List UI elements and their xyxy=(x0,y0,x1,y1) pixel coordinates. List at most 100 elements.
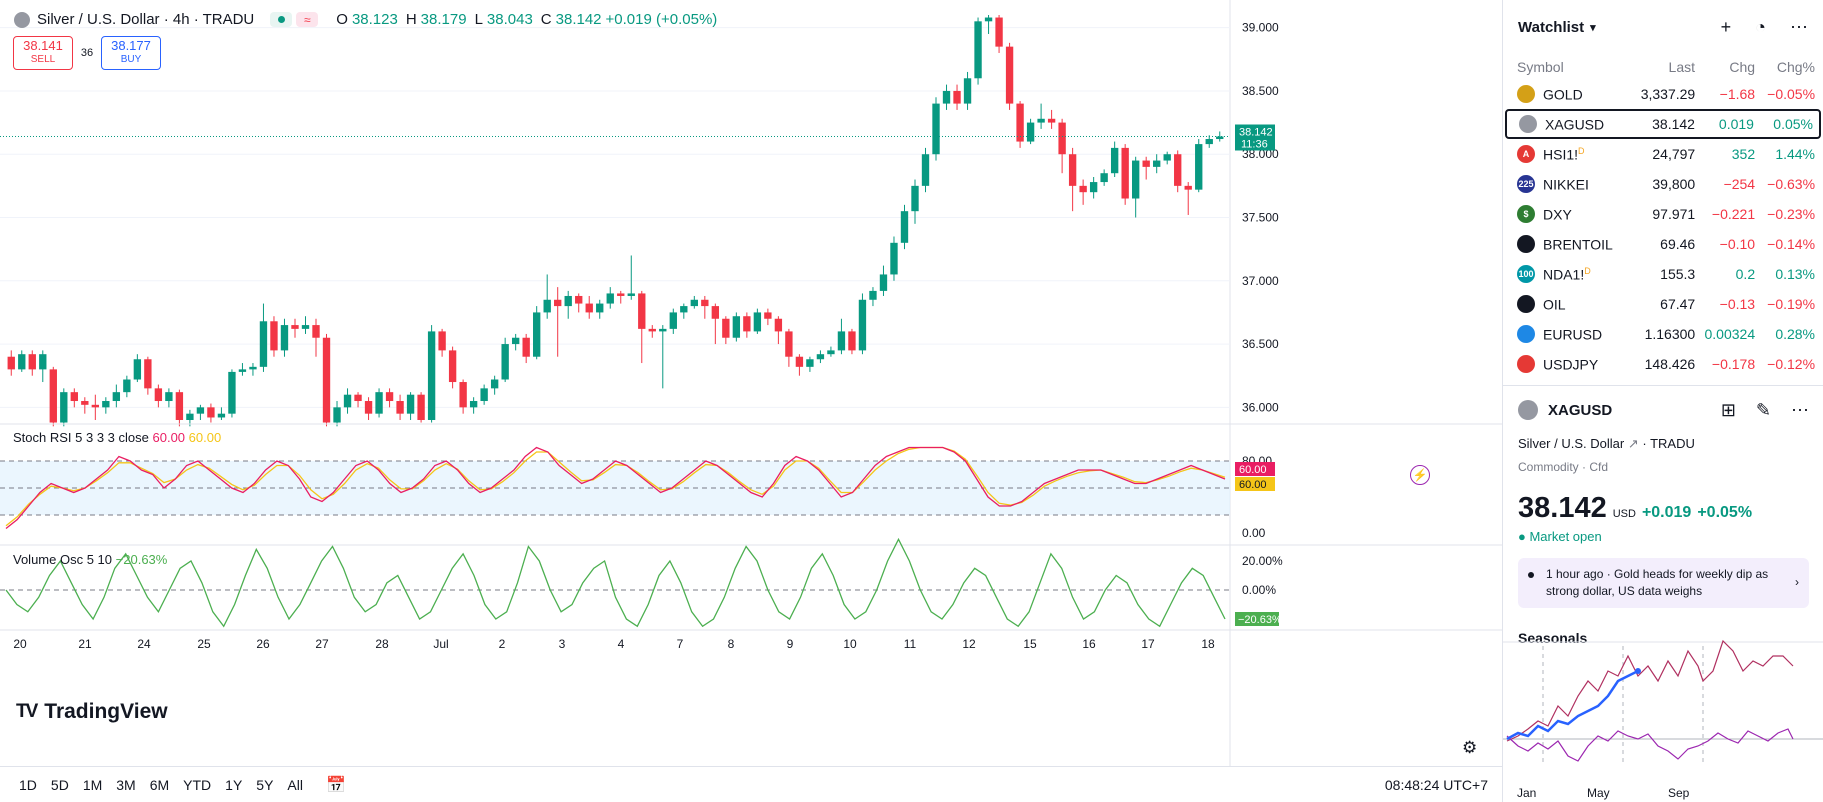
seasonals-month-may: May xyxy=(1587,786,1610,800)
detail-symbol[interactable]: XAGUSD xyxy=(1548,401,1613,419)
clock-add-icon[interactable]: ◔ xyxy=(1755,17,1766,37)
tradingview-logo[interactable]: TV TradingView xyxy=(16,700,168,724)
candle-body xyxy=(280,325,289,351)
gear-icon[interactable]: ⚙ xyxy=(1462,738,1478,757)
row-badge: D xyxy=(1578,145,1585,156)
candle-body xyxy=(795,356,804,367)
row-change-pct: 0.28% xyxy=(1775,326,1816,342)
range-1d[interactable]: 1D xyxy=(19,776,37,793)
range-3m[interactable]: 3M xyxy=(116,776,136,793)
stoch-rsi-legend[interactable]: Stoch RSI 5 3 3 3 close 60.00 60.00 xyxy=(13,430,221,445)
add-icon[interactable]: + xyxy=(1720,17,1732,37)
candle-body xyxy=(364,401,373,414)
watchlist-row-brentoil[interactable]: BRENTOIL 69.46 −0.10 −0.14% xyxy=(1503,229,1823,259)
row-change: −254 xyxy=(1723,176,1756,192)
watchlist-row-dxy[interactable]: $ DXY 97.971 −0.221 −0.23% xyxy=(1503,199,1823,229)
watchlist-row-hsi1[interactable]: A HSI1!D 24,797 352 1.44% xyxy=(1503,139,1823,169)
seasonals-chart[interactable] xyxy=(1503,621,1823,781)
candle-body xyxy=(774,318,783,332)
volume-osc-legend[interactable]: Volume Osc 5 10 −20.63% xyxy=(13,552,167,567)
candle-body xyxy=(806,359,814,367)
live-status-icon[interactable] xyxy=(270,12,293,27)
news-item[interactable]: 1 hour ago · Gold heads for weekly dip a… xyxy=(1518,558,1809,608)
row-symbol: NIKKEI xyxy=(1543,176,1625,192)
chart-area[interactable]: 39.000 38.500 38.000 37.500 37.000 36.500 36.0… xyxy=(0,0,1502,802)
price-change-pct: +0.05% xyxy=(1697,504,1753,521)
stoch-k-tag-label: 60.00 xyxy=(1239,464,1267,476)
description-text: Silver / U.S. Dollar xyxy=(1518,436,1625,451)
watchlist-row-usdjpy[interactable]: USDJPY 148.426 −0.178 −0.12% xyxy=(1503,349,1823,379)
external-link-icon[interactable]: ↗ xyxy=(1627,436,1639,451)
row-symbol: USDJPY xyxy=(1543,356,1625,372)
more-icon[interactable]: ⋯ xyxy=(1791,399,1809,420)
vol-tick-label: 20.00% xyxy=(1242,554,1283,568)
market-status-text: Market open xyxy=(1529,529,1602,544)
row-last: 67.47 xyxy=(1660,296,1696,312)
candle-body xyxy=(49,369,57,423)
price-chart[interactable]: 39.000 38.500 38.000 37.500 37.000 36.500 36.0… xyxy=(0,0,1502,766)
edit-icon[interactable]: ✎ xyxy=(1755,399,1771,420)
range-all[interactable]: All xyxy=(287,776,303,793)
range-5d[interactable]: 5D xyxy=(50,776,69,793)
wave-icon[interactable]: ≈ xyxy=(296,12,319,27)
candle-body xyxy=(438,331,446,351)
col-chg[interactable]: Chg xyxy=(1729,59,1756,75)
candle-body xyxy=(848,331,856,351)
price-tick-label: 36.500 xyxy=(1242,337,1279,351)
symbol-icon xyxy=(1517,295,1535,313)
range-1y[interactable]: 1Y xyxy=(225,776,243,793)
candle-body xyxy=(427,331,436,420)
candle-body xyxy=(490,379,499,389)
watchlist-row-eurusd[interactable]: EURUSD 1.16300 0.00324 0.28% xyxy=(1503,319,1823,349)
row-last: 97.971 xyxy=(1652,206,1696,222)
currency: USD xyxy=(1612,508,1636,520)
row-change-pct: 1.44% xyxy=(1775,146,1816,162)
col-chg-pct[interactable]: Chg% xyxy=(1776,59,1816,75)
candle-body xyxy=(932,103,940,155)
symbol-title[interactable]: Silver / U.S. Dollar · 4h · TRADU xyxy=(37,11,255,28)
watchlist-row-nda1[interactable]: 100 NDA1!D 155.3 0.2 0.13% xyxy=(1503,259,1823,289)
range-ytd[interactable]: YTD xyxy=(183,776,212,793)
candle-body xyxy=(1174,154,1182,186)
time-tick-label: 27 xyxy=(315,637,329,651)
grid-icon[interactable]: ⊞ xyxy=(1720,399,1736,420)
candle-body xyxy=(690,299,698,307)
candle-body xyxy=(501,344,509,380)
detail-price: 38.142 USD +0.019 +0.05% xyxy=(1518,492,1809,525)
range-6m[interactable]: 6M xyxy=(149,776,170,793)
row-change: 0.00324 xyxy=(1704,326,1756,342)
vol-tick-label: 0.00% xyxy=(1242,583,1276,597)
candle-body xyxy=(837,331,846,351)
detail-description: Silver / U.S. Dollar ↗ · TRADU xyxy=(1518,436,1695,451)
watchlist-title[interactable]: Watchlist xyxy=(1518,19,1585,36)
chevron-down-icon[interactable]: ▾ xyxy=(1590,22,1596,34)
range-5y[interactable]: 5Y xyxy=(256,776,274,793)
candle-body xyxy=(1153,160,1161,167)
sell-button[interactable]: 38.141 SELL xyxy=(13,36,73,70)
candle-body xyxy=(354,394,362,402)
buy-button[interactable]: 38.177 BUY xyxy=(101,36,161,70)
stoch-d-tag xyxy=(1235,477,1275,491)
candle-body xyxy=(1068,154,1077,186)
calendar-icon[interactable]: 📅 xyxy=(325,776,346,794)
price-tick-label: 39.000 xyxy=(1242,21,1279,35)
clock[interactable]: 08:48:24 UTC+7 xyxy=(1384,776,1488,793)
close-value: 38.142 xyxy=(555,11,602,28)
watchlist-row-oil[interactable]: OIL 67.47 −0.13 −0.19% xyxy=(1503,289,1823,319)
row-symbol-text: EURUSD xyxy=(1543,326,1603,343)
flash-icon[interactable]: ⚡ xyxy=(1410,465,1430,485)
tv-logo-icon: TV xyxy=(16,701,38,722)
candle-body xyxy=(900,211,909,243)
watchlist-row-gold[interactable]: GOLD 3,337.29 −1.68 −0.05% xyxy=(1503,79,1823,109)
volume-osc-title: Volume Osc xyxy=(13,552,84,567)
more-icon[interactable]: ⋯ xyxy=(1790,17,1808,37)
symbol-legend: Silver / U.S. Dollar · 4h · TRADU ≈ O 38.… xyxy=(14,11,717,28)
watchlist-row-xagusd[interactable]: XAGUSD 38.142 0.019 0.05% xyxy=(1505,109,1821,139)
range-1m[interactable]: 1M xyxy=(82,776,103,793)
stoch-k-line xyxy=(5,446,1226,530)
col-last[interactable]: Last xyxy=(1668,59,1696,75)
watchlist-row-nikkei[interactable]: 225 NIKKEI 39,800 −254 −0.63% xyxy=(1503,169,1823,199)
candle-body xyxy=(816,354,825,360)
candle-body xyxy=(617,293,625,296)
col-symbol[interactable]: Symbol xyxy=(1517,59,1564,75)
